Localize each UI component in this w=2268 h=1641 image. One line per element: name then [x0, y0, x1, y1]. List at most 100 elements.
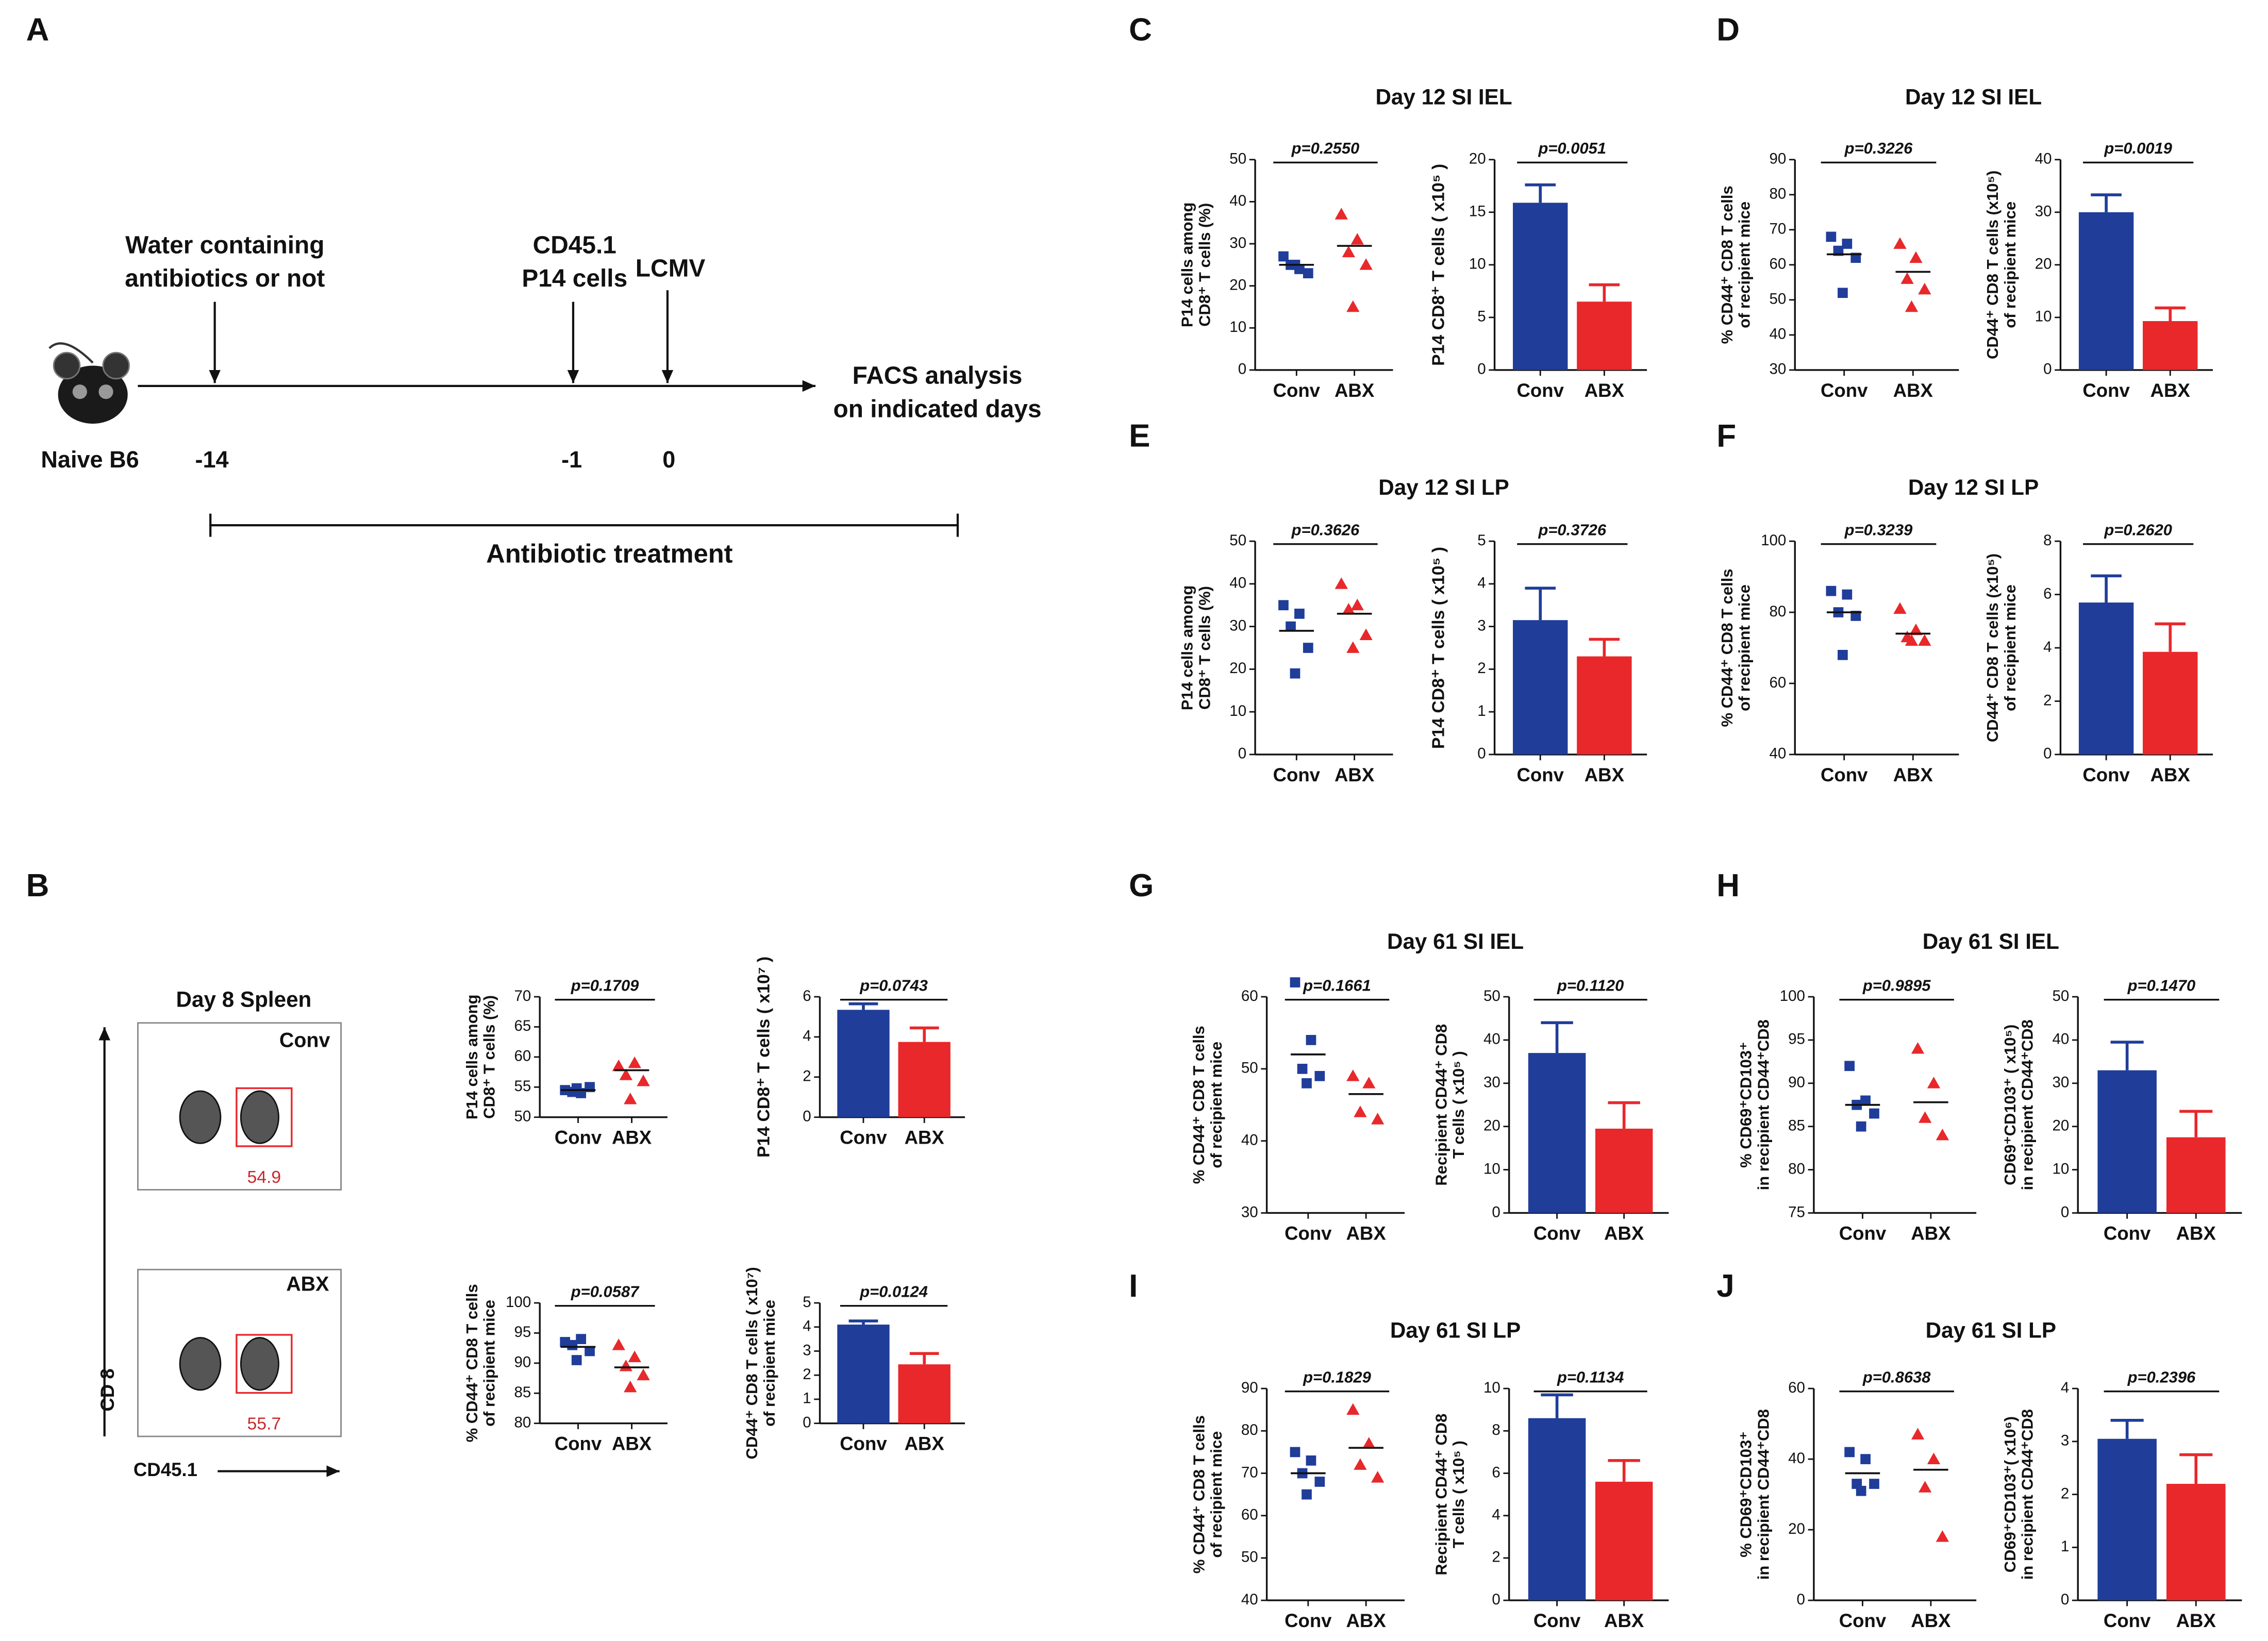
- y-axis-label: CD69⁺CD103⁺( x10⁶): [2001, 1416, 2019, 1572]
- p-value: p=0.0019: [2104, 139, 2172, 157]
- bar: [1577, 656, 1632, 755]
- bar: [898, 1042, 950, 1117]
- p-value: p=0.3726: [1538, 521, 1606, 539]
- y-tick-label: 30: [1229, 235, 1246, 252]
- point: [1856, 1121, 1866, 1132]
- bar: [837, 1325, 890, 1424]
- p-value: p=0.1120: [1557, 977, 1624, 995]
- y-axis-label: in recipient CD44⁺CD8: [2019, 1409, 2037, 1580]
- y-axis-label: CD44⁺ CD8 T cells ( x10⁷): [743, 1267, 761, 1459]
- p-value: p=0.3626: [1291, 521, 1360, 539]
- point: [1346, 300, 1360, 312]
- point: [585, 1346, 595, 1357]
- y-tick-label: 40: [1241, 1131, 1258, 1148]
- end-label: FACS analysis: [853, 362, 1023, 390]
- point: [1893, 602, 1907, 614]
- panel-title: Day 61 SI IEL: [1387, 929, 1524, 953]
- y-tick-label: 40: [1229, 192, 1246, 209]
- point: [1927, 1452, 1941, 1464]
- point: [1346, 641, 1360, 653]
- x-tick-label: Conv: [1839, 1610, 1887, 1631]
- y-tick-label: 80: [1770, 603, 1787, 620]
- x-tick-label: ABX: [1346, 1610, 1387, 1631]
- point: [1294, 608, 1305, 619]
- point: [1359, 628, 1373, 641]
- point: [1278, 251, 1289, 262]
- point: [1342, 245, 1356, 258]
- y-tick-label: 10: [1469, 256, 1486, 273]
- chart: 0 2 4 6 8 Conv ABX CD44⁺ CD8 T cells (x10⁵)of r…: [1983, 521, 2213, 785]
- y-tick-label: 5: [803, 1294, 811, 1311]
- y-tick-label: 95: [514, 1324, 531, 1341]
- bar: [2078, 602, 2134, 755]
- point: [1833, 245, 1844, 256]
- panel-label: B: [26, 868, 49, 903]
- bar: [2166, 1137, 2226, 1213]
- x-tick-label: ABX: [1585, 764, 1625, 785]
- point: [1909, 251, 1923, 263]
- y-tick-label: 8: [2043, 532, 2052, 549]
- chart: 30 40 50 60 70 80 90 Conv ABX % CD44⁺ CD8 T cells…: [1718, 139, 1959, 401]
- y-tick-label: 70: [1241, 1464, 1258, 1481]
- y-tick-label: 40: [1770, 326, 1787, 343]
- y-tick-label: 80: [1770, 186, 1787, 203]
- timeline: Water containing antibiotics or not CD45…: [41, 231, 1041, 568]
- y-axis-label: CD69⁺CD103⁺ ( x10⁵): [2001, 1025, 2019, 1185]
- chart: 0 1 2 3 4 5 Conv ABX CD44⁺ CD8 T cells ( x10⁷)of…: [743, 1267, 965, 1459]
- point: [1335, 577, 1348, 589]
- x-tick-label: Conv: [555, 1127, 602, 1148]
- y-axis-label: % CD44⁺ CD8 T cells: [1190, 1415, 1208, 1573]
- y-tick-label: 10: [1483, 1160, 1500, 1177]
- y-tick-label: 20: [1229, 660, 1246, 677]
- y-axis-label: P14 cells among: [463, 995, 481, 1120]
- point: [1909, 623, 1923, 635]
- y-axis-label: % CD44⁺ CD8 T cells: [463, 1284, 481, 1442]
- y-axis-label: % CD44⁺ CD8 T cells: [1718, 568, 1736, 727]
- panel-label: F: [1716, 418, 1736, 454]
- x-tick-label: Conv: [1285, 1223, 1332, 1244]
- y-tick-label: 50: [1229, 532, 1246, 549]
- flow-xlabel: CD45.1: [134, 1459, 197, 1480]
- chart: 0 5 10 15 20 Conv ABX P14 CD8⁺ T cells ( x10⁵ )…: [1429, 139, 1647, 401]
- point: [1918, 634, 1931, 646]
- p-value: p=0.2620: [2104, 521, 2172, 539]
- point: [576, 1334, 587, 1344]
- point: [1278, 600, 1289, 611]
- y-axis-label: in recipient CD44⁺CD8: [1754, 1019, 1772, 1190]
- y-axis-label: Recipient CD44⁺ CD8: [1432, 1024, 1450, 1186]
- y-tick-label: 0: [1797, 1591, 1805, 1608]
- point: [1905, 634, 1919, 646]
- p-value: p=0.2396: [2127, 1368, 2196, 1386]
- y-tick-label: 2: [1492, 1549, 1500, 1566]
- panel-label: G: [1129, 868, 1154, 903]
- x-tick-label: Conv: [2082, 380, 2130, 401]
- y-tick-label: 0: [803, 1108, 811, 1125]
- point: [1303, 268, 1313, 278]
- x-tick-label: Conv: [1273, 764, 1321, 785]
- x-tick-label: ABX: [1604, 1223, 1644, 1244]
- bar: [2143, 651, 2198, 755]
- y-tick-label: 85: [1788, 1117, 1805, 1134]
- y-tick-label: 0: [2061, 1203, 2069, 1220]
- bar: [1595, 1481, 1653, 1601]
- flow-title: Day 8 Spleen: [176, 987, 312, 1012]
- y-tick-label: 30: [1229, 617, 1246, 634]
- point: [1936, 1128, 1949, 1141]
- bar: [1528, 1053, 1586, 1213]
- point: [1842, 589, 1853, 600]
- y-tick-label: 10: [2052, 1160, 2069, 1177]
- y-tick-label: 10: [1229, 702, 1246, 719]
- y-tick-label: 70: [1770, 221, 1787, 238]
- y-tick-label: 1: [1477, 702, 1486, 719]
- point: [612, 1059, 625, 1071]
- y-tick-label: 40: [2035, 150, 2052, 168]
- y-tick-label: 40: [2052, 1031, 2069, 1048]
- y-tick-label: 4: [803, 1318, 811, 1335]
- y-tick-label: 40: [1483, 1031, 1500, 1048]
- point: [567, 1339, 578, 1350]
- y-axis-label: P14 CD8⁺ T cells ( x10⁷ ): [754, 957, 773, 1158]
- x-tick-label: ABX: [2150, 764, 2191, 785]
